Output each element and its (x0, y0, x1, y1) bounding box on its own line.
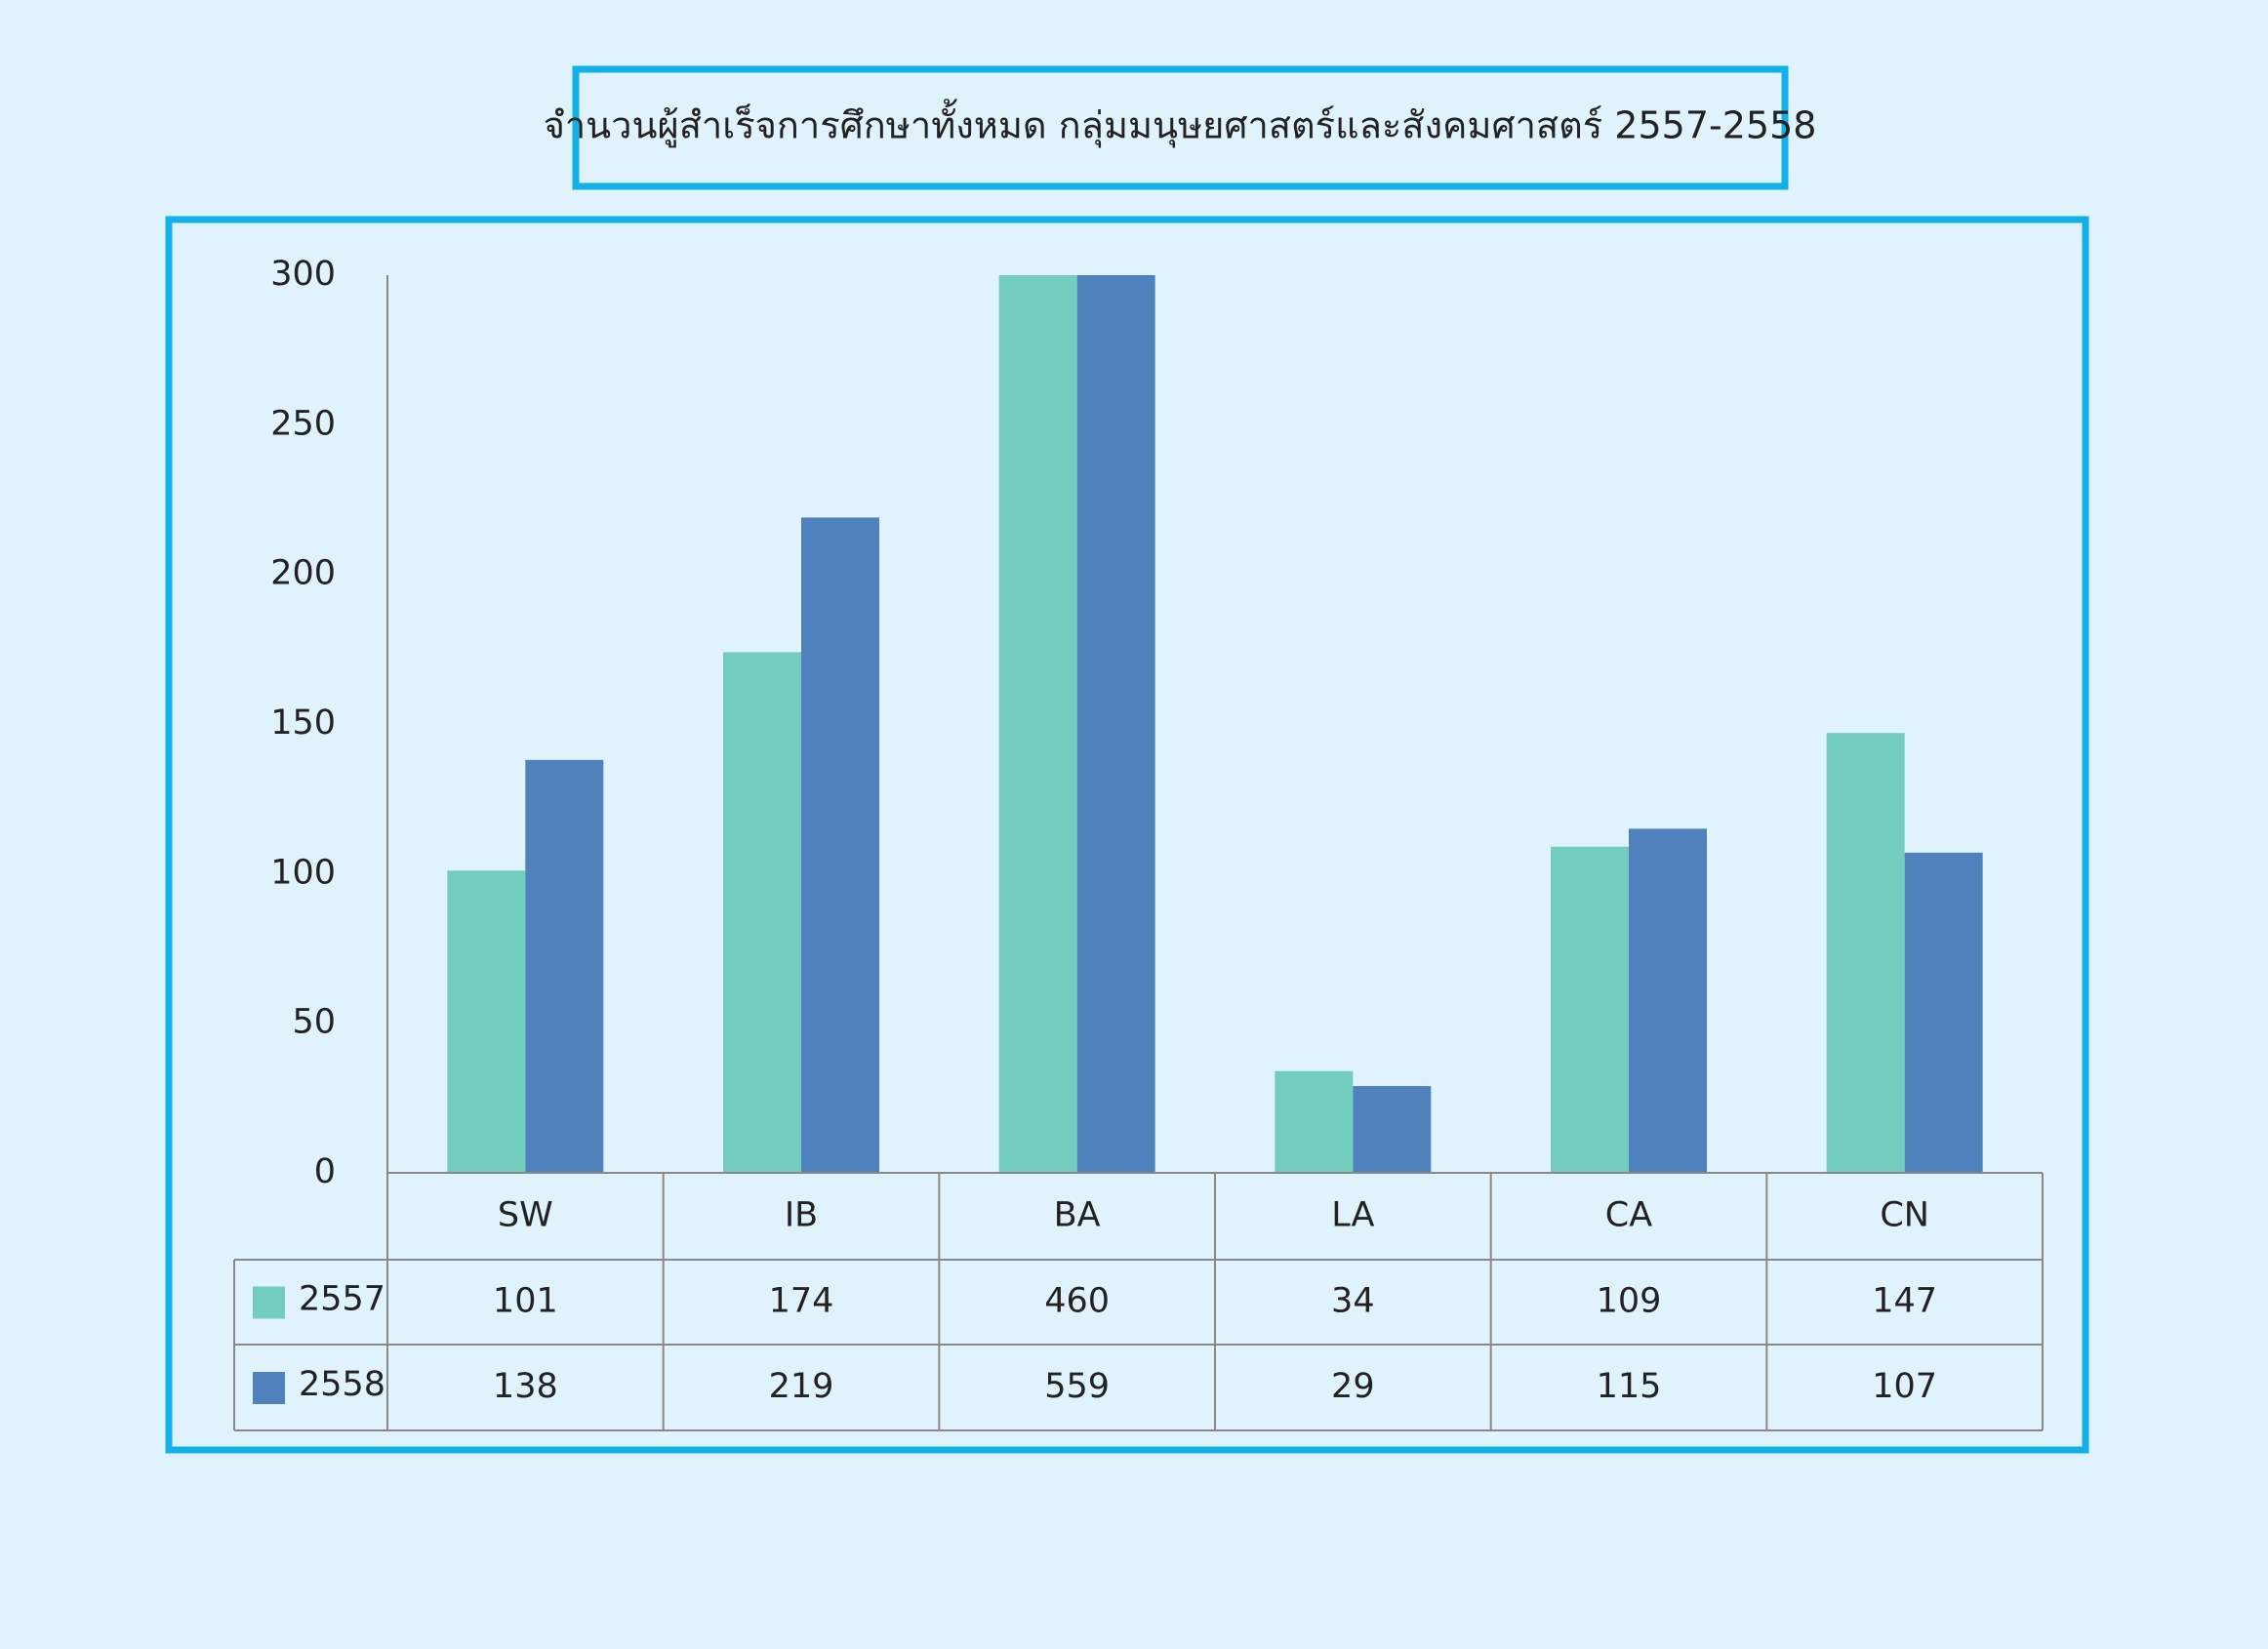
x-tick-label: CN (1880, 1196, 1929, 1235)
legend-swatch (253, 1372, 285, 1404)
table-value: 115 (1597, 1367, 1662, 1406)
x-tick-label: SW (498, 1196, 553, 1235)
bar (1551, 846, 1629, 1173)
x-tick-label: BA (1054, 1196, 1101, 1235)
bar (1353, 1086, 1432, 1173)
chart-title: จำนวนผู้สำเร็จการศึกษาทั้งหมด กลุ่มมนุษย… (544, 99, 1817, 148)
y-tick-label: 100 (270, 853, 336, 892)
y-tick-label: 0 (314, 1152, 336, 1191)
y-tick-label: 200 (270, 554, 336, 593)
table-value: 101 (493, 1282, 558, 1321)
y-tick-label: 250 (270, 404, 336, 443)
bar (447, 870, 526, 1173)
bar (1904, 852, 1983, 1173)
y-tick-label: 150 (270, 704, 336, 743)
table-value: 219 (769, 1367, 834, 1406)
x-tick-label: LA (1331, 1196, 1374, 1235)
table-value: 460 (1044, 1282, 1110, 1321)
legend-label: 2557 (299, 1280, 385, 1319)
bar (723, 652, 801, 1173)
plot-area (447, 275, 1983, 1173)
legend-label: 2558 (299, 1365, 385, 1404)
table-value: 34 (1331, 1282, 1375, 1321)
bar (998, 275, 1077, 1173)
bar (1275, 1070, 1354, 1173)
title-box (572, 65, 1789, 190)
bar (1076, 275, 1155, 1173)
table-value: 138 (493, 1367, 558, 1406)
table-value: 147 (1872, 1282, 1937, 1321)
table-value: 559 (1044, 1367, 1110, 1406)
y-tick-label: 50 (292, 1003, 336, 1042)
x-tick-label: IB (785, 1196, 818, 1235)
table-value: 29 (1331, 1367, 1375, 1406)
x-tick-label: CA (1605, 1196, 1652, 1235)
y-tick-label: 300 (270, 255, 336, 294)
table-value: 109 (1597, 1282, 1662, 1321)
bar (1629, 828, 1707, 1173)
bar (1826, 733, 1905, 1173)
chart-frame (165, 216, 2089, 1454)
bar (801, 517, 879, 1173)
legend-swatch (253, 1286, 285, 1319)
table-value: 107 (1872, 1367, 1937, 1406)
bar (525, 759, 604, 1173)
table-value: 174 (769, 1282, 834, 1321)
